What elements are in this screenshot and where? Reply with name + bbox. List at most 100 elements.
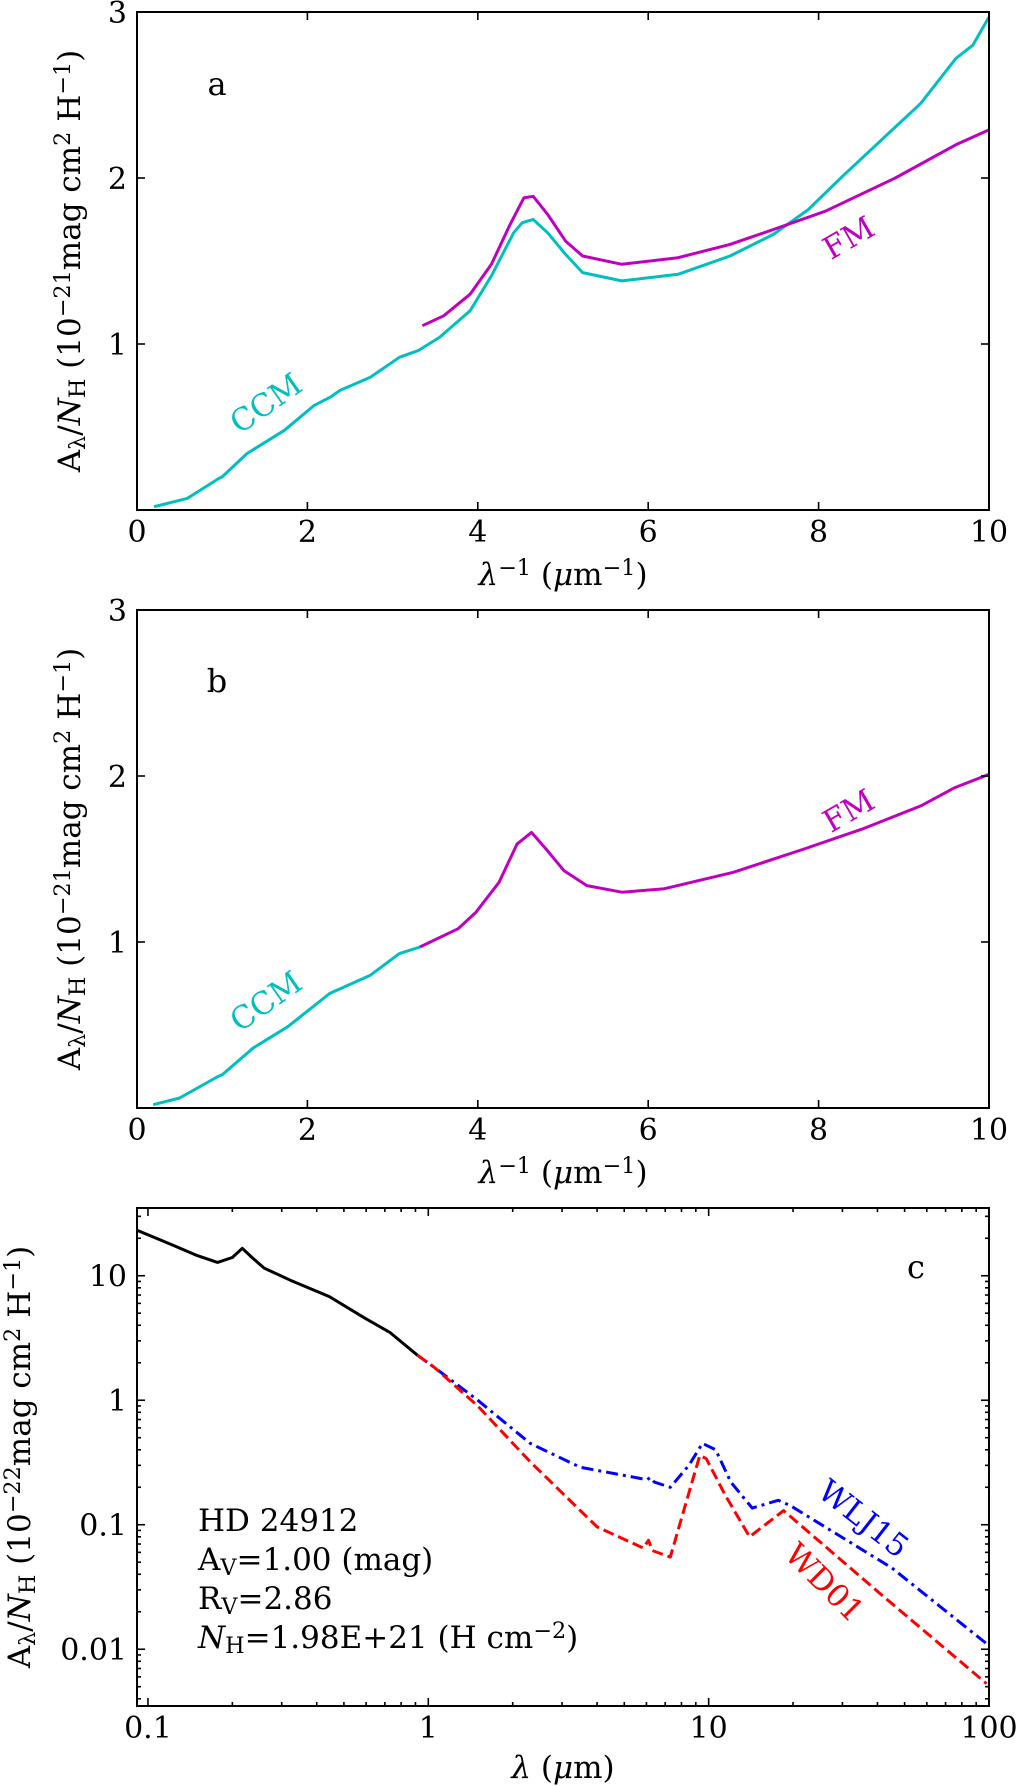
y-axis-label-part: 2	[50, 730, 76, 744]
y-axis-label-part: H	[65, 379, 91, 398]
y-axis-label-part: A	[52, 1047, 88, 1071]
series-label-ccm: CCM	[224, 964, 310, 1039]
series-line-ccm	[153, 16, 989, 509]
x-axis-label-part: λ	[509, 1750, 531, 1786]
x-tick-label: 10	[970, 515, 1008, 550]
y-tick-label: 1	[108, 926, 127, 961]
x-tick-label: 2	[298, 1113, 317, 1148]
y-axis-label-part: A	[52, 449, 88, 473]
y-axis-label-part: H	[65, 977, 91, 996]
annotation-line-part: A	[197, 1542, 221, 1578]
y-tick-label: 0.1	[79, 1509, 127, 1544]
annotation-line-part: −2	[533, 1618, 566, 1644]
x-tick-label: 100	[960, 1711, 1017, 1746]
x-tick-label: 10	[970, 1113, 1008, 1148]
y-tick-label: 1	[108, 328, 127, 363]
y-axis-label-part: λ	[65, 1034, 91, 1048]
y-axis-label-part: A	[2, 1645, 38, 1669]
plot-frame	[136, 609, 990, 1109]
y-tick-label: 2	[108, 162, 127, 197]
y-axis-label: Aλ/NH (10−22mag cm2 H−1)	[0, 1246, 41, 1670]
x-axis-label-part: )	[635, 557, 647, 593]
y-tick-label: 3	[108, 594, 127, 629]
x-axis-label-part: m	[573, 1155, 602, 1191]
x-axis-label-part: −1	[498, 555, 531, 581]
annotation-line: AV=1.00 (mag)	[197, 1542, 433, 1581]
y-axis-label-part: )	[52, 648, 88, 660]
x-axis-label-part: −1	[603, 1153, 636, 1179]
panel-label: b	[207, 662, 227, 700]
x-axis-label-part: μ	[553, 1750, 573, 1786]
y-axis-label-part: −1	[50, 660, 76, 693]
x-tick-label: 8	[809, 1113, 828, 1148]
x-tick-label: 1	[419, 1711, 438, 1746]
annotation-line-part: )	[566, 1620, 578, 1656]
x-tick-label: 6	[639, 1113, 658, 1148]
y-axis-label-part: 2	[0, 1328, 26, 1342]
x-tick-label: 0	[127, 1113, 146, 1148]
y-axis-label-part: H	[52, 693, 88, 730]
annotation-line-part: V	[220, 1594, 238, 1620]
y-axis-label-part: −21	[50, 270, 76, 317]
x-axis-label-part: )	[635, 1155, 647, 1191]
y-axis-label-part: )	[52, 50, 88, 62]
x-tick-label: 6	[639, 515, 658, 550]
x-axis-label-part: m)	[573, 1750, 615, 1786]
y-tick-label: 10	[89, 1260, 127, 1295]
y-axis-label-part: H	[2, 1291, 38, 1328]
y-axis-label-part: −1	[0, 1258, 26, 1291]
y-axis-label-part: (10	[52, 317, 88, 378]
x-axis-label-part: (	[531, 1155, 553, 1191]
y-axis-label-part: N	[52, 994, 88, 1024]
y-axis-label-part: /	[52, 1023, 88, 1034]
series-label-ccm: CCM	[224, 366, 310, 441]
x-axis-label: λ (μm)	[509, 1750, 614, 1786]
annotation-line-part: =1.98E+21 (H cm	[245, 1620, 534, 1656]
x-axis-label-part: λ	[476, 557, 498, 593]
x-axis-label-part: m	[573, 557, 602, 593]
plot-frame	[136, 1207, 990, 1707]
series-line-observed	[137, 1228, 419, 1357]
series-line-wlj15	[416, 1353, 989, 1647]
y-axis-label-part: /	[52, 425, 88, 436]
y-axis-label-part: N	[2, 1592, 38, 1622]
y-tick-label: 1	[108, 1384, 127, 1419]
series-label-fm: FM	[817, 209, 881, 267]
plot-frame	[136, 11, 990, 511]
y-axis-label-part: H	[52, 95, 88, 132]
y-axis-label-part: H	[15, 1575, 41, 1594]
annotation-line-part: =2.86	[237, 1581, 332, 1617]
y-axis-label-part: mag cm	[2, 1342, 38, 1466]
series-line-wd01	[416, 1353, 988, 1685]
y-axis-label-part: mag cm	[52, 744, 88, 868]
y-axis-label: Aλ/NH (10−21mag cm2 H−1)	[50, 648, 91, 1072]
y-tick-label: 2	[108, 760, 127, 795]
y-axis-label: Aλ/NH (10−21mag cm2 H−1)	[50, 50, 91, 474]
series-line-fm	[419, 772, 989, 949]
x-tick-label: 2	[298, 515, 317, 550]
y-axis-label-part: /	[2, 1621, 38, 1632]
y-axis-label-part: mag cm	[52, 146, 88, 270]
x-tick-label: 0	[127, 515, 146, 550]
x-tick-label: 0.1	[124, 1711, 172, 1746]
y-tick-label: 3	[108, 0, 127, 31]
y-axis-label-part: λ	[65, 436, 91, 450]
y-tick-label: 0.01	[60, 1633, 127, 1668]
annotation-line-part: =1.00 (mag)	[237, 1542, 434, 1578]
series-label-wd01: WD01	[777, 1536, 870, 1629]
x-axis-label-part: −1	[498, 1153, 531, 1179]
x-tick-label: 4	[468, 515, 487, 550]
y-axis-label-part: (10	[2, 1513, 38, 1574]
x-axis-label: λ−1 (μm−1)	[476, 1153, 647, 1191]
y-axis-label-part: λ	[15, 1632, 41, 1646]
x-tick-label: 8	[809, 515, 828, 550]
panel-label: a	[207, 65, 226, 103]
annotation-line: RV=2.86	[198, 1581, 332, 1620]
series-line-ccm	[152, 945, 421, 1107]
y-axis-label-part: (10	[52, 915, 88, 976]
annotation-line-part: HD 24912	[198, 1503, 358, 1539]
